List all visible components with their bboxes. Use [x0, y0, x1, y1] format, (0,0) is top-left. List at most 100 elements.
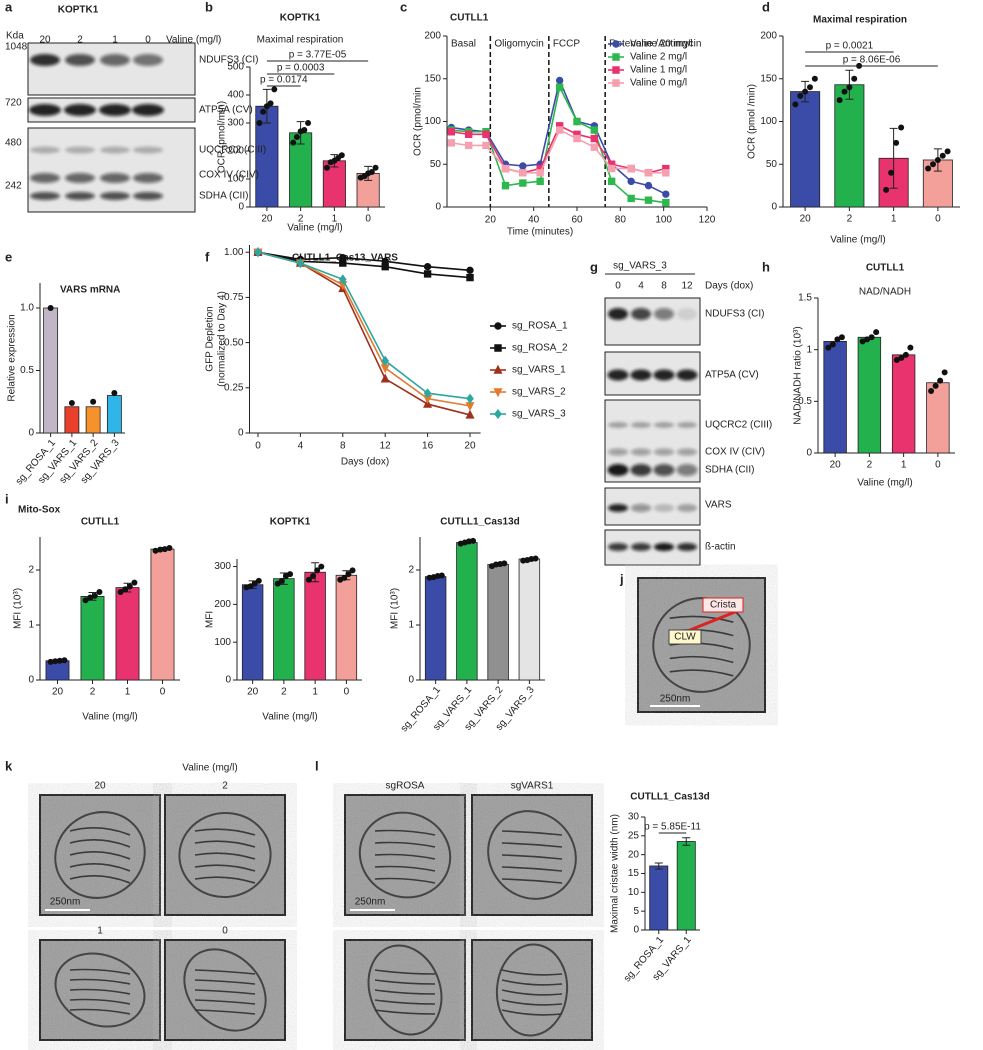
y-tick-label: 0.25: [224, 382, 244, 393]
blot-band: [133, 54, 163, 66]
mw-marker: 242: [5, 181, 22, 192]
data-point: [56, 657, 63, 664]
data-point: [934, 156, 941, 163]
x-tick-label: 1: [891, 214, 897, 225]
x-axis-label: Valine (mg/l): [830, 235, 885, 246]
marker: [627, 164, 635, 173]
blot-band: [30, 54, 60, 66]
blot-band: [608, 504, 628, 512]
data-point: [944, 148, 951, 155]
data-point: [868, 334, 875, 341]
micrograph-noise: [638, 578, 765, 712]
y-tick-label: 0: [408, 675, 414, 686]
y-tick-label: 100: [214, 637, 231, 648]
y-tick-label: 300: [227, 118, 244, 129]
marker: [466, 266, 474, 275]
section-label: Mito-Sox: [18, 505, 61, 516]
mw-marker: 480: [5, 138, 22, 149]
marker: [662, 199, 670, 207]
marker: [423, 262, 432, 271]
crista: [374, 979, 436, 985]
blot-band: [631, 504, 651, 512]
marker: [494, 408, 502, 420]
crista: [194, 969, 256, 975]
micrograph: [344, 794, 466, 916]
data-point: [939, 152, 946, 159]
crista: [501, 989, 563, 996]
data-point: [438, 572, 445, 579]
panel-letter: h: [762, 259, 770, 274]
band-label: COX IV (CIV): [199, 170, 259, 181]
marker: [339, 259, 347, 267]
bar: [891, 354, 916, 454]
data-point: [338, 152, 345, 159]
micrograph-label: 2: [222, 781, 228, 792]
data-point: [293, 134, 300, 140]
data-point: [928, 388, 935, 394]
micrograph-noise: [165, 795, 285, 915]
x-axis-label: Valine (mg/l): [857, 478, 912, 489]
data-point: [260, 108, 267, 115]
marker: [380, 364, 390, 374]
x-tick-label: 80: [615, 215, 627, 226]
blot-band: [100, 192, 130, 200]
y-tick-label: 1.0: [20, 303, 34, 314]
y-tick-label: 100: [227, 174, 244, 185]
marker: [493, 364, 503, 374]
data-point: [941, 369, 948, 376]
crista: [194, 999, 256, 1005]
crista: [501, 979, 563, 986]
x-axis-label: Time (minutes): [507, 227, 573, 238]
blot-band: [631, 543, 651, 551]
marker: [519, 179, 527, 187]
marker: [573, 117, 581, 126]
lane-label: 4: [638, 281, 644, 292]
marker: [573, 134, 581, 143]
x-tick-label: 1: [901, 460, 907, 471]
marker: [590, 143, 599, 151]
y-tick-label: 0: [238, 428, 244, 439]
y-axis-label: MFI: [205, 611, 216, 628]
marker: [464, 130, 473, 139]
panel-letter: f: [205, 249, 210, 264]
micrograph-noise: [472, 940, 592, 1040]
callout-box: [668, 629, 702, 645]
y-tick-label: 200: [227, 146, 244, 157]
marker: [662, 190, 670, 198]
data-point: [126, 583, 133, 590]
y-tick-label: 2: [408, 565, 414, 576]
y-tick-label: 0: [771, 202, 777, 213]
bar: [273, 578, 295, 681]
data-point: [255, 577, 262, 584]
y-tick-label: 2: [28, 565, 34, 576]
legend-label: Valine 20 mg/l: [630, 39, 693, 50]
band-label: ATP5A (CV): [705, 370, 759, 381]
marker: [494, 344, 502, 352]
data-point: [836, 97, 843, 104]
y-axis-label: OCR (pmol/min: [413, 87, 424, 156]
data-point: [864, 336, 871, 343]
data-point: [96, 589, 103, 595]
marker: [494, 322, 502, 330]
crista: [501, 842, 563, 848]
blot-band: [133, 173, 163, 183]
marker: [644, 169, 653, 177]
legend-label: Valine 1 mg/l: [630, 65, 687, 76]
crista: [669, 655, 734, 664]
x-tick-label: 20: [464, 441, 476, 452]
data-point: [301, 127, 308, 133]
micrograph-noise: [472, 795, 592, 915]
legend-label: sg_VARS_1: [512, 365, 566, 376]
y-tick-label: 1.5: [798, 293, 812, 304]
micrograph-noise: [165, 940, 285, 1040]
x-tick-label: 20: [830, 460, 842, 471]
crista: [374, 877, 436, 884]
chart-title: KOPTK1: [280, 13, 321, 24]
marker: [381, 262, 389, 271]
x-tick-label: 20: [485, 215, 497, 226]
y-axis-label: Maximal cristae width (nm): [610, 814, 621, 933]
y-tick-label: 1: [806, 344, 812, 355]
panel-letter: j: [619, 571, 624, 586]
